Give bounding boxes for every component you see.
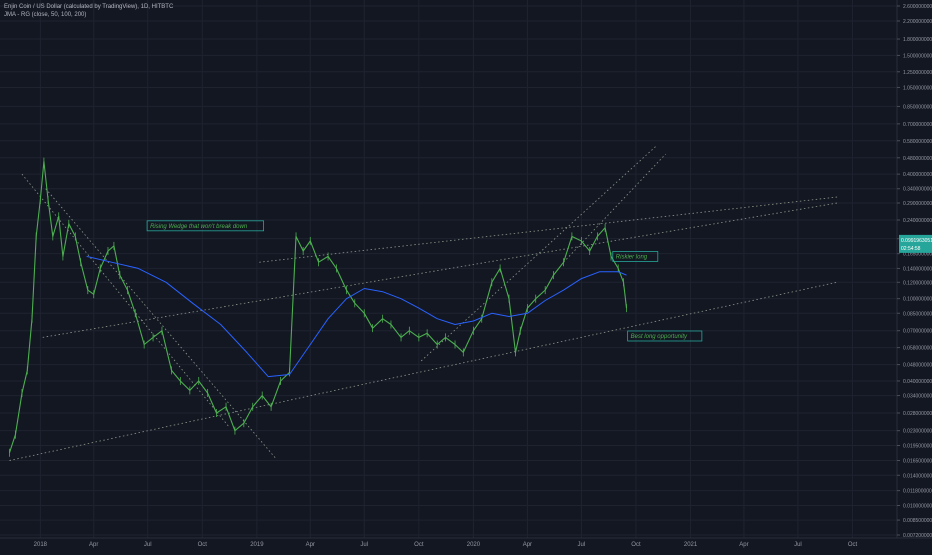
- last-price-countdown: 02:54:58: [901, 246, 921, 252]
- moving-average-line: [86, 255, 627, 378]
- annotations[interactable]: Rising Wedge that won't break down Riskie…: [146, 220, 703, 342]
- x-tick-label: 2018: [34, 542, 48, 548]
- x-tick-label: Apr: [89, 542, 98, 548]
- x-tick-label: 2019: [250, 542, 264, 548]
- y-tick-label: 0.2400000000: [903, 218, 932, 224]
- trendline[interactable]: [259, 196, 838, 263]
- annotation-box: [612, 251, 659, 262]
- y-tick-label: 0.4800000000: [903, 156, 932, 162]
- y-tick-label: 0.0195000000: [903, 444, 932, 450]
- annotation-label[interactable]: Rising Wedge that won't break down: [146, 220, 264, 232]
- y-tick-label: 0.5800000000: [903, 139, 932, 145]
- trendline[interactable]: [45, 188, 276, 459]
- y-tick-label: 1.5000000000: [903, 53, 932, 59]
- x-tick-label: Oct: [414, 542, 424, 548]
- last-price-value: 0.0991963051: [901, 238, 932, 244]
- x-tick-label: Oct: [631, 542, 641, 548]
- y-tick-label: 0.3400000000: [903, 187, 932, 193]
- y-tick-label: 0.0700000000: [903, 329, 932, 335]
- annotation-box: [146, 220, 264, 232]
- price-series: [8, 157, 628, 457]
- y-tick-label: 0.0850000000: [903, 311, 932, 317]
- y-tick-label: 0.0100000000: [903, 503, 932, 509]
- y-tick-label: 1.8000000000: [903, 37, 932, 43]
- y-tick-label: 0.0140000000: [903, 473, 932, 479]
- y-tick-label: 0.1650000000: [903, 252, 932, 258]
- x-tick-label: Oct: [198, 542, 208, 548]
- annotation-text: Rising Wedge that won't break down: [150, 224, 248, 230]
- x-tick-label: Apr: [523, 542, 532, 548]
- y-tick-label: 0.8500000000: [903, 104, 932, 110]
- x-tick-label: Apr: [306, 542, 315, 548]
- grid: [0, 0, 897, 538]
- y-tick-label: 0.0118000000: [903, 489, 932, 495]
- x-tick-label: Jul: [794, 542, 802, 548]
- y-tick-label: 0.0400000000: [903, 379, 932, 385]
- annotation-box: [627, 330, 703, 342]
- y-tick-label: 2.2000000000: [903, 19, 932, 25]
- y-tick-label: 0.0085000000: [903, 518, 932, 524]
- trendline[interactable]: [563, 153, 666, 263]
- x-tick-label: Oct: [848, 542, 858, 548]
- y-tick-label: 0.1200000000: [903, 280, 932, 286]
- x-tick-label: Apr: [739, 542, 748, 548]
- y-tick-label: 0.0072000000: [903, 533, 932, 539]
- x-tick-label: 2021: [684, 542, 698, 548]
- y-tick-label: 1.0500000000: [903, 85, 932, 91]
- trendline[interactable]: [9, 281, 838, 461]
- y-tick-label: 0.1400000000: [903, 266, 932, 272]
- price-axis[interactable]: 2.6000000000 2.2000000000 1.8000000000 1.50…: [897, 4, 932, 539]
- y-tick-label: 0.7000000000: [903, 122, 932, 128]
- y-tick-label: 1.2500000000: [903, 70, 932, 76]
- trendline[interactable]: [420, 145, 658, 362]
- y-tick-label: 0.0580000000: [903, 346, 932, 352]
- annotation-text: Riskier long: [616, 255, 648, 261]
- y-tick-label: 0.0480000000: [903, 363, 932, 369]
- time-axis[interactable]: 2018 Apr Jul Oct 2019 Apr Jul Oct 2020 Apr Jul Oct 2…: [34, 542, 858, 548]
- y-tick-label: 0.0230000000: [903, 429, 932, 435]
- last-price-marker: 0.0991963051 02:54:58: [899, 234, 932, 253]
- legend: Enjin Coin / US Dollar (calculated by Tr…: [4, 3, 173, 19]
- y-tick-label: 0.4000000000: [903, 172, 932, 178]
- y-tick-label: 0.2900000000: [903, 201, 932, 207]
- y-tick-label: 0.0340000000: [903, 394, 932, 400]
- annotation-label[interactable]: Riskier long: [612, 251, 659, 262]
- x-tick-label: Jul: [144, 542, 152, 548]
- x-tick-label: Jul: [360, 542, 368, 548]
- legend-symbol: Enjin Coin / US Dollar (calculated by Tr…: [4, 4, 174, 10]
- y-tick-label: 2.6000000000: [903, 4, 932, 10]
- y-tick-label: 0.0280000000: [903, 411, 932, 417]
- legend-indicator: JMA - RG (close, 50, 100, 200): [4, 12, 87, 18]
- x-tick-label: Jul: [578, 542, 586, 548]
- x-tick-label: 2020: [467, 542, 481, 548]
- annotation-label[interactable]: Best long opportunity: [627, 330, 703, 342]
- annotation-text: Best long opportunity: [631, 334, 688, 340]
- y-tick-label: 0.0165000000: [903, 459, 932, 465]
- y-tick-label: 0.1000000000: [903, 297, 932, 303]
- last-price-box: [899, 234, 932, 253]
